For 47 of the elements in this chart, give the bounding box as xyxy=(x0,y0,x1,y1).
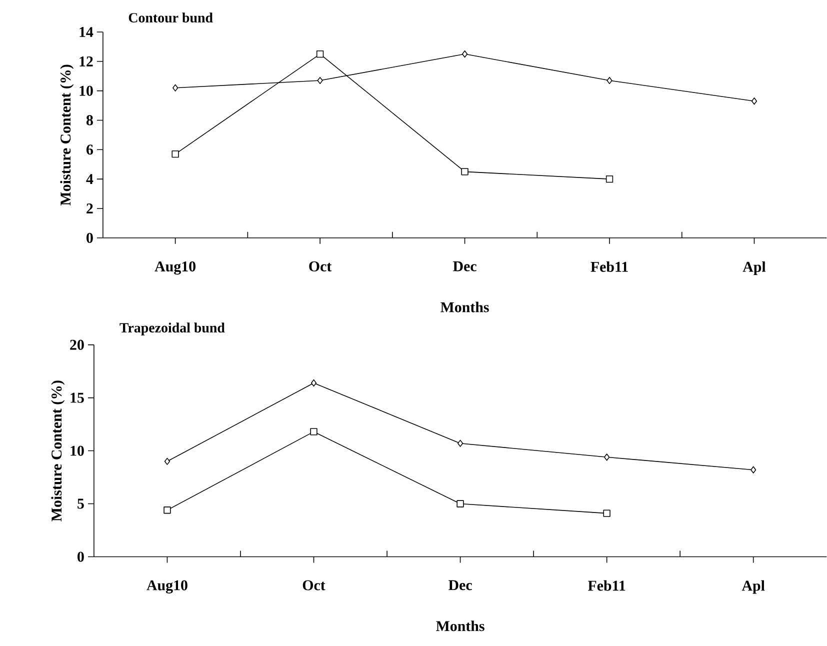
chart-title: Contour bund xyxy=(128,12,213,23)
y-tick-label: 2 xyxy=(86,204,93,214)
y-tick-label: 20 xyxy=(70,340,84,350)
y-axis-title: Moisture Content (%) xyxy=(60,64,74,206)
y-tick-label: 14 xyxy=(80,27,94,38)
point xyxy=(604,454,610,461)
point xyxy=(457,440,464,448)
y-tick-label: 0 xyxy=(86,232,93,244)
x-axis-title: Months xyxy=(436,620,484,632)
point xyxy=(172,84,178,92)
y-tick-label: 4 xyxy=(86,174,94,184)
point xyxy=(603,510,610,518)
point xyxy=(310,380,317,387)
point xyxy=(750,466,756,474)
x-axis-title: Months xyxy=(440,302,489,312)
x-tick-label: Apl xyxy=(742,580,765,594)
x-tick-label: Apl xyxy=(742,262,766,276)
point xyxy=(456,500,464,508)
point xyxy=(310,428,318,436)
point xyxy=(164,458,170,466)
x-tick-label: Dec xyxy=(448,580,472,590)
chart-title: Trapezoidal bund xyxy=(120,322,225,336)
x-tick-label: Oct xyxy=(309,262,332,272)
x-tick-label: Aug10 xyxy=(146,580,188,594)
point xyxy=(461,168,468,176)
y-axis-title: Moisture Content (%) xyxy=(51,380,65,522)
point xyxy=(317,77,323,84)
y-tick-label: 0 xyxy=(78,552,84,562)
x-tick-label: Feb11 xyxy=(588,580,626,591)
point xyxy=(164,506,171,514)
point xyxy=(751,98,758,105)
x-tick-label: Feb11 xyxy=(590,262,628,272)
point xyxy=(316,50,324,58)
point xyxy=(172,150,179,158)
point xyxy=(462,50,468,58)
y-tick-label: 6 xyxy=(86,144,93,155)
y-tick-label: 10 xyxy=(80,86,93,96)
y-tick-label: 10 xyxy=(70,446,84,456)
y-tick-label: 8 xyxy=(86,115,93,126)
y-tick-label: 5 xyxy=(78,498,84,509)
point xyxy=(606,176,614,183)
point xyxy=(606,77,612,84)
x-tick-label: Aug10 xyxy=(154,262,196,275)
x-tick-label: Dec xyxy=(453,262,476,272)
x-tick-label: Oct xyxy=(302,580,326,590)
y-tick-label: 12 xyxy=(80,56,93,66)
y-tick-label: 15 xyxy=(70,392,84,403)
